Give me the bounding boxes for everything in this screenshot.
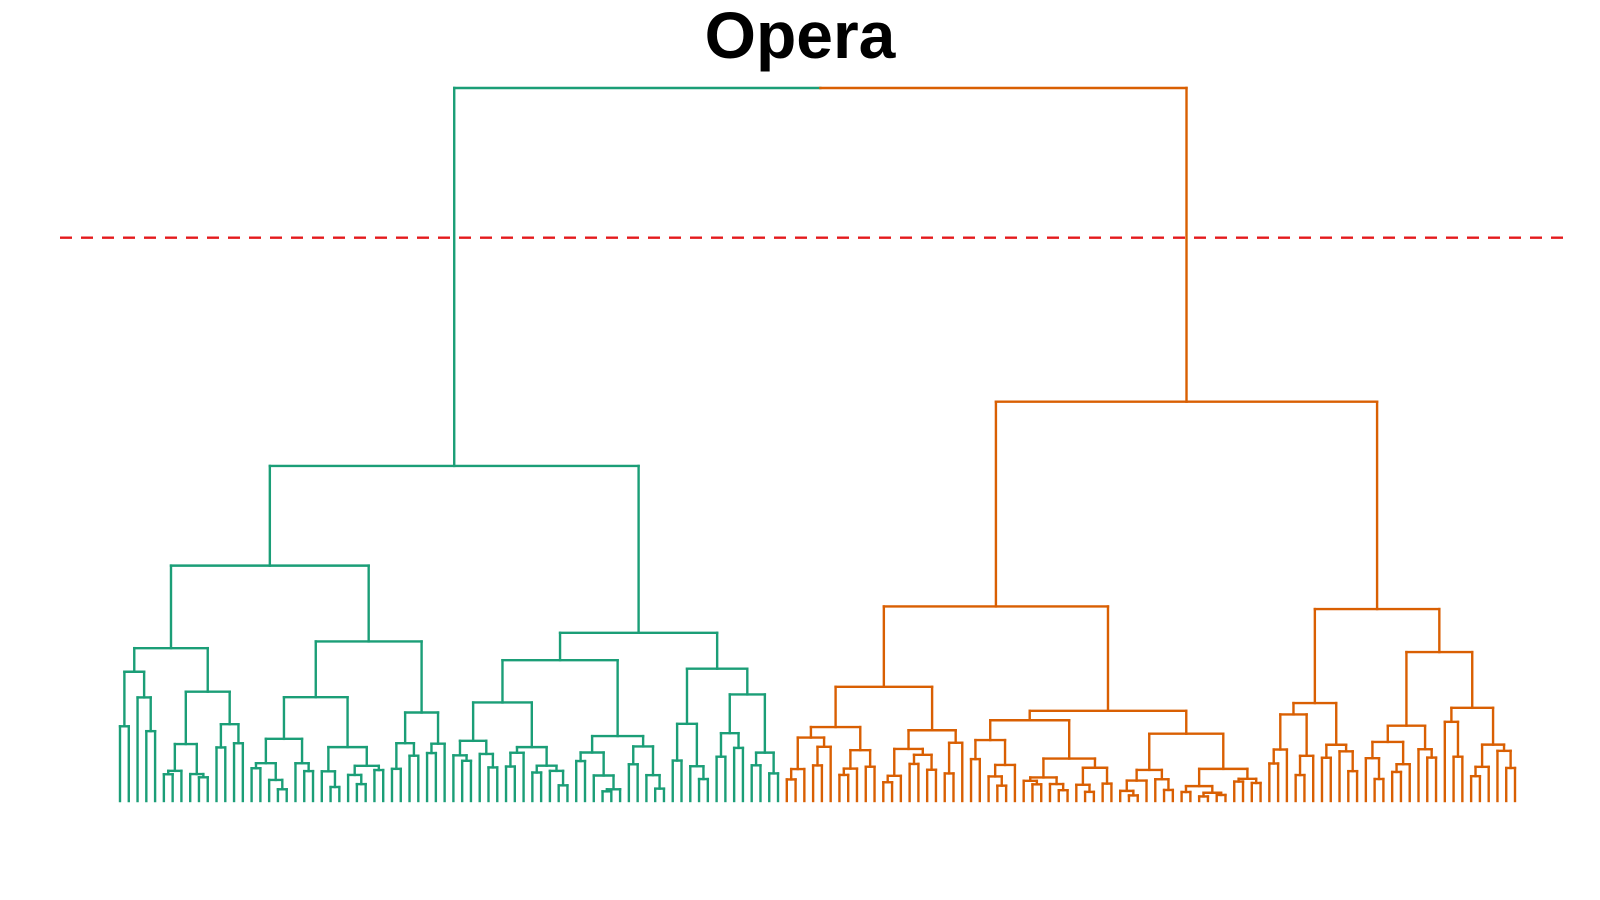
dendrogram-links — [118, 86, 1517, 803]
chart-title: Opera — [704, 0, 896, 72]
